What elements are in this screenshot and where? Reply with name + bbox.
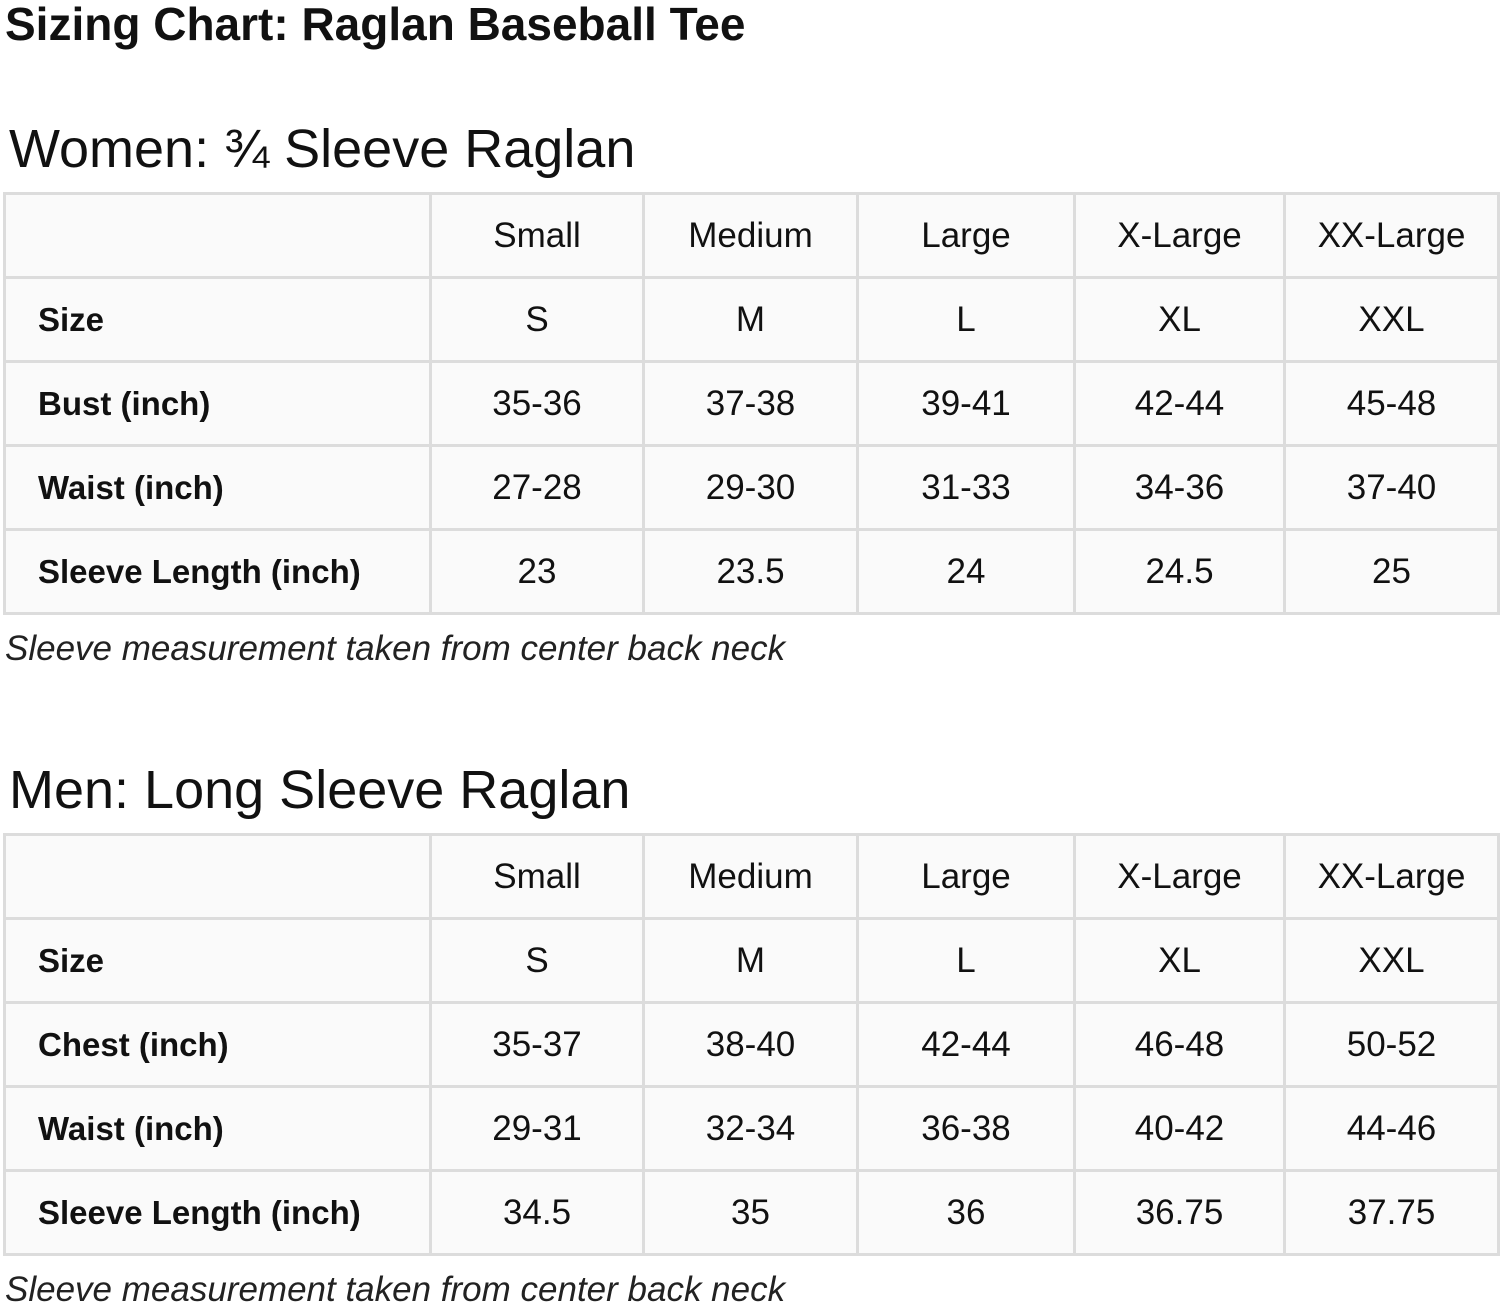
table-cell: 42-44	[856, 1001, 1076, 1088]
table-row: Chest (inch) 35-37 38-40 42-44 46-48 50-52	[3, 1001, 1500, 1088]
corner-cell	[3, 192, 432, 279]
table-cell: 34-36	[1073, 444, 1286, 531]
table-cell: 36.75	[1073, 1169, 1286, 1256]
table-row: Waist (inch) 29-31 32-34 36-38 40-42 44-46	[3, 1085, 1500, 1172]
column-header: X-Large	[1073, 192, 1286, 279]
table-cell: 46-48	[1073, 1001, 1286, 1088]
row-label: Sleeve Length (inch)	[3, 528, 432, 615]
size-table: Small Medium Large X-Large XX-Large Size S M L XL…	[3, 833, 1500, 1256]
table-cell: 37-38	[642, 360, 859, 447]
table-cell: 36	[856, 1169, 1076, 1256]
page-title: Sizing Chart: Raglan Baseball Tee	[5, 0, 746, 50]
table-cell: 25	[1283, 528, 1500, 615]
column-header: Small	[429, 833, 645, 920]
row-label: Bust (inch)	[3, 360, 432, 447]
table-cell: 31-33	[856, 444, 1076, 531]
table-cell: S	[429, 917, 645, 1004]
note: Sleeve measurement taken from center bac…	[5, 1270, 786, 1309]
column-header: X-Large	[1073, 833, 1286, 920]
row-label: Size	[3, 276, 432, 363]
table-cell: 44-46	[1283, 1085, 1500, 1172]
row-label: Waist (inch)	[3, 1085, 432, 1172]
header-row: Small Medium Large X-Large XX-Large	[3, 833, 1500, 920]
table-row: Bust (inch) 35-36 37-38 39-41 42-44 45-48	[3, 360, 1500, 447]
table-cell: XXL	[1283, 917, 1500, 1004]
row-label: Waist (inch)	[3, 444, 432, 531]
table-cell: L	[856, 276, 1076, 363]
table-cell: 38-40	[642, 1001, 859, 1088]
table-row: Waist (inch) 27-28 29-30 31-33 34-36 37-40	[3, 444, 1500, 531]
section-heading: Women: ¾ Sleeve Raglan	[9, 119, 636, 179]
table-cell: 36-38	[856, 1085, 1076, 1172]
table-row: Sleeve Length (inch) 23 23.5 24 24.5 25	[3, 528, 1500, 615]
table-row: Size S M L XL XXL	[3, 276, 1500, 363]
table-cell: 37-40	[1283, 444, 1500, 531]
column-header: XX-Large	[1283, 192, 1500, 279]
table-cell: 24.5	[1073, 528, 1286, 615]
column-header: XX-Large	[1283, 833, 1500, 920]
table-row: Size S M L XL XXL	[3, 917, 1500, 1004]
table-cell: 29-31	[429, 1085, 645, 1172]
table-cell: M	[642, 917, 859, 1004]
table-cell: 27-28	[429, 444, 645, 531]
table-cell: 34.5	[429, 1169, 645, 1256]
table-cell: 23	[429, 528, 645, 615]
table-cell: 35	[642, 1169, 859, 1256]
column-header: Small	[429, 192, 645, 279]
table-cell: 39-41	[856, 360, 1076, 447]
table-cell: L	[856, 917, 1076, 1004]
table-cell: 45-48	[1283, 360, 1500, 447]
table-cell: 24	[856, 528, 1076, 615]
column-header: Medium	[642, 192, 859, 279]
table-row: Sleeve Length (inch) 34.5 35 36 36.75 37.75	[3, 1169, 1500, 1256]
table-cell: XL	[1073, 917, 1286, 1004]
table-cell: 35-36	[429, 360, 645, 447]
table-cell: 32-34	[642, 1085, 859, 1172]
corner-cell	[3, 833, 432, 920]
table-cell: 23.5	[642, 528, 859, 615]
header-row: Small Medium Large X-Large XX-Large	[3, 192, 1500, 279]
column-header: Large	[856, 192, 1076, 279]
table-cell: M	[642, 276, 859, 363]
column-header: Medium	[642, 833, 859, 920]
section-heading: Men: Long Sleeve Raglan	[9, 760, 631, 820]
table-cell: 40-42	[1073, 1085, 1286, 1172]
size-table: Small Medium Large X-Large XX-Large Size S M L XL…	[3, 192, 1500, 615]
table-cell: 42-44	[1073, 360, 1286, 447]
column-header: Large	[856, 833, 1076, 920]
table-cell: 50-52	[1283, 1001, 1500, 1088]
row-label: Sleeve Length (inch)	[3, 1169, 432, 1256]
row-label: Chest (inch)	[3, 1001, 432, 1088]
table-cell: 29-30	[642, 444, 859, 531]
table-cell: XXL	[1283, 276, 1500, 363]
table-cell: S	[429, 276, 645, 363]
table-cell: XL	[1073, 276, 1286, 363]
row-label: Size	[3, 917, 432, 1004]
table-cell: 37.75	[1283, 1169, 1500, 1256]
note: Sleeve measurement taken from center bac…	[5, 629, 786, 668]
table-cell: 35-37	[429, 1001, 645, 1088]
